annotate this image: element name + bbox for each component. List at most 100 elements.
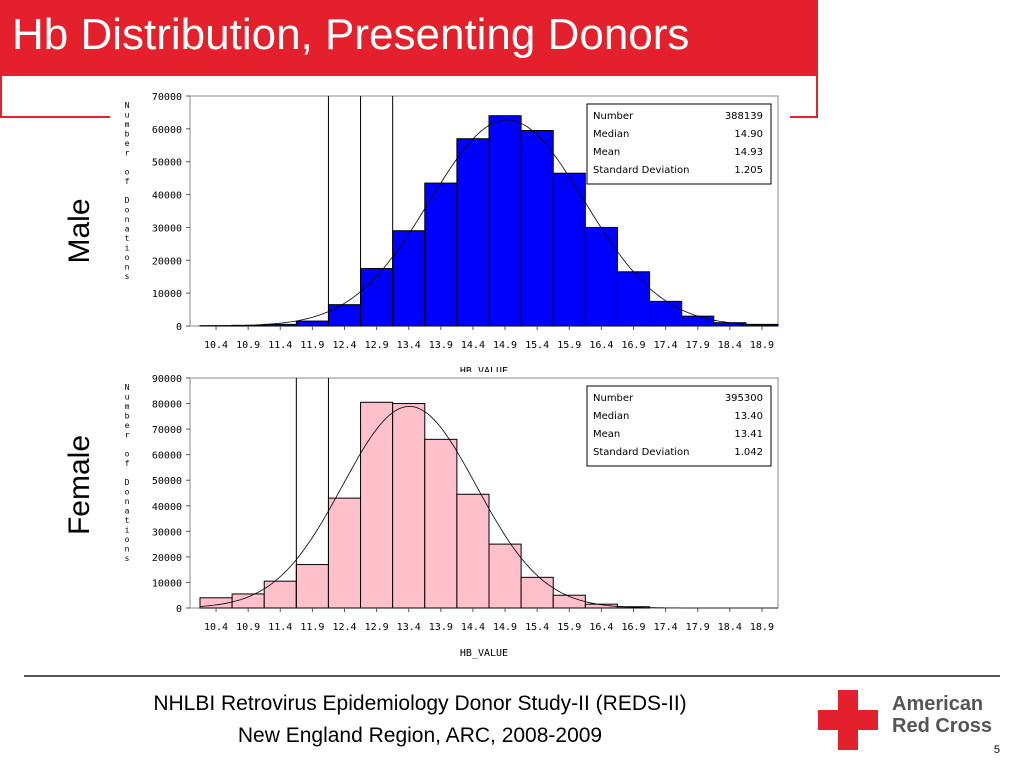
x-tick-label: 16.4 (589, 340, 613, 351)
stats-label: Number (593, 111, 634, 122)
stats-label: Median (593, 411, 629, 422)
female-hb-histogram: 0 10000 20000 30000 40000 50000 60000 70000 8000… (110, 372, 790, 662)
stats-value: 14.90 (734, 129, 763, 140)
y-tick-label: 70000 (152, 92, 182, 103)
y-tick-label: 10000 (152, 578, 182, 589)
histogram-bar (327, 497, 362, 609)
x-tick-label: 18.9 (750, 622, 774, 633)
x-axis-label: HB VALUE (460, 366, 508, 377)
slide-title: Hb Distribution, Presenting Donors (12, 10, 690, 59)
histogram-bar (616, 271, 651, 327)
stats-label: Mean (593, 147, 620, 158)
y-tick-label: 60000 (152, 125, 182, 136)
x-tick-label: 10.4 (204, 622, 228, 633)
histogram-bar (584, 226, 618, 327)
x-tick-label: 15.9 (557, 340, 581, 351)
histogram-bar (327, 304, 362, 327)
y-tick-label: 50000 (152, 158, 182, 169)
x-tick-label: 10.9 (236, 340, 260, 351)
x-tick-label: 11.9 (300, 340, 324, 351)
footer-region: New England Region, ARC, 2008-2009 (237, 724, 603, 747)
y-tick-label: 10000 (152, 289, 182, 300)
x-tick-label: 14.4 (461, 340, 485, 351)
x-tick-label: 13.9 (429, 340, 453, 351)
male-hb-histogram: 0 10000 20000 30000 40000 50000 60000 70000 N u m b… (110, 90, 790, 380)
page-number: 5 (993, 744, 1000, 756)
histogram-bar (713, 322, 747, 327)
histogram-bar (392, 403, 426, 609)
x-tick-label: 18.4 (718, 622, 742, 633)
histogram-bar (392, 230, 426, 327)
x-tick-label: 11.4 (268, 622, 292, 633)
y-tick-label: 0 (176, 322, 182, 333)
y-tick-label: 20000 (152, 256, 182, 267)
histogram-bar (456, 138, 490, 327)
fitted-normal-curve (199, 405, 778, 609)
x-tick-label: 18.9 (750, 340, 774, 351)
y-tick-label: 30000 (152, 223, 182, 234)
histogram-bar (520, 576, 554, 609)
x-tick-label: 15.4 (525, 622, 549, 633)
x-tick-label: 14.9 (493, 622, 517, 633)
footer-divider (24, 675, 1000, 677)
histogram-bar (488, 115, 522, 327)
histogram-bar (520, 130, 554, 327)
female-panel-label: Female (63, 434, 96, 536)
x-tick-label: 15.9 (557, 622, 581, 633)
x-tick-label: 12.4 (332, 622, 356, 633)
histogram-bar (424, 438, 458, 609)
y-tick-label: 60000 (152, 451, 182, 462)
x-tick-label: 16.9 (621, 340, 645, 351)
logo-line-2: Red Cross (892, 715, 993, 737)
y-tick-label: 50000 (152, 476, 182, 487)
x-tick-label: 10.9 (236, 622, 260, 633)
y-tick-label: 80000 (152, 400, 182, 411)
x-tick-label: 17.9 (686, 340, 710, 351)
histogram-bar (681, 315, 715, 327)
x-tick-label: 12.4 (332, 340, 356, 351)
y-tick-label: 20000 (152, 553, 182, 564)
x-axis-label: HB_VALUE (460, 648, 508, 659)
histogram-bar (295, 564, 329, 609)
stats-value: 13.40 (734, 411, 763, 422)
x-tick-label: 14.9 (493, 340, 517, 351)
x-tick-label: 11.9 (300, 622, 324, 633)
histogram-bar (552, 594, 586, 609)
x-tick-label: 12.9 (365, 622, 389, 633)
stats-value: 395300 (725, 393, 763, 404)
title-bar: Hb Distribution, Presenting Donors (0, 0, 818, 76)
x-tick-label: 10.4 (204, 340, 228, 351)
red-cross-logo-text: American Red Cross (892, 693, 992, 737)
male-panel-label: Male (63, 198, 96, 264)
x-tick-label: 12.9 (365, 340, 389, 351)
stats-label: Number (593, 393, 634, 404)
histogram-bar (424, 182, 458, 327)
stats-box (586, 385, 772, 467)
logo-line-1: American (892, 693, 984, 715)
x-tick-label: 16.4 (589, 622, 613, 633)
y-tick-label: 30000 (152, 527, 182, 538)
histogram-bar (552, 172, 586, 327)
x-tick-label: 13.4 (397, 340, 421, 351)
stats-value: 14.93 (734, 147, 763, 158)
stats-value: 1.205 (734, 165, 763, 176)
histogram-bar (360, 268, 394, 327)
y-tick-label: 40000 (152, 191, 182, 202)
y-tick-label: 40000 (152, 502, 182, 513)
y-tick-label: 70000 (152, 425, 182, 436)
x-tick-label: 11.4 (268, 340, 292, 351)
x-tick-label: 17.4 (654, 340, 678, 351)
histogram-bar (360, 401, 394, 609)
x-tick-label: 16.9 (621, 622, 645, 633)
x-tick-label: 13.9 (429, 622, 453, 633)
stats-label: Median (593, 129, 629, 140)
stats-value: 13.41 (734, 429, 763, 440)
fitted-normal-curve (200, 119, 779, 327)
x-tick-label: 13.4 (397, 622, 421, 633)
footer-study-name: NHLBI Retrovirus Epidemiology Donor Stud… (153, 692, 687, 715)
x-tick-label: 14.4 (461, 622, 485, 633)
y-tick-label: 0 (176, 604, 182, 615)
x-tick-label: 15.4 (525, 340, 549, 351)
